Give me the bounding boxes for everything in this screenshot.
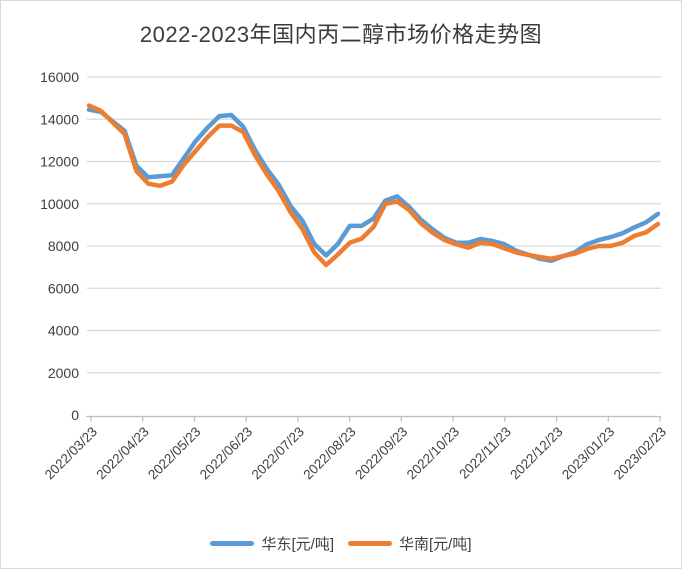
y-axis-tick-label: 8000 bbox=[48, 238, 79, 254]
x-axis-tick-label: 2022/11/23 bbox=[456, 424, 514, 482]
y-axis-tick-label: 2000 bbox=[48, 365, 79, 381]
series-line-south bbox=[86, 103, 661, 268]
x-axis-tick-label: 2022/08/23 bbox=[300, 424, 358, 482]
y-axis-tick-label: 4000 bbox=[48, 323, 79, 339]
legend-label-south: 华南[元/吨] bbox=[399, 536, 472, 553]
legend-line-south-icon bbox=[348, 541, 392, 546]
y-axis-tick-label: 12000 bbox=[40, 154, 79, 170]
y-axis-tick-label: 0 bbox=[71, 407, 79, 423]
legend-item-east: 华东[元/吨] bbox=[210, 533, 334, 554]
y-axis-tick-label: 6000 bbox=[48, 280, 79, 296]
y-axis-tick-label: 16000 bbox=[40, 69, 79, 85]
x-axis-tick-label: 2022/04/23 bbox=[93, 424, 151, 482]
chart-legend: 华东[元/吨] 华南[元/吨] bbox=[1, 533, 681, 554]
y-axis-tick-label: 14000 bbox=[40, 111, 79, 127]
legend-line-east-icon bbox=[210, 541, 255, 546]
x-axis-tick-label: 2023/01/23 bbox=[559, 424, 617, 482]
x-axis-tick-label: 2022/10/23 bbox=[404, 424, 462, 482]
legend-item-south: 华南[元/吨] bbox=[348, 533, 472, 554]
x-axis-tick-label: 2022/07/23 bbox=[249, 424, 307, 482]
x-axis-tick-label: 2022/12/23 bbox=[507, 424, 565, 482]
price-trend-chart: 0 2000 4000 6000 8000 10000 12000 14000 16000 202… bbox=[40, 69, 669, 482]
legend-label-east: 华东[元/吨] bbox=[261, 536, 334, 553]
x-axis-tick-label: 2022/05/23 bbox=[145, 424, 203, 482]
series-line-east bbox=[86, 107, 661, 264]
x-axis-tick-label: 2022/09/23 bbox=[352, 424, 410, 482]
y-axis-tick-label: 10000 bbox=[40, 196, 79, 212]
x-axis-tick-label: 2022/03/23 bbox=[42, 424, 100, 482]
x-axis-tick-label: 2022/06/23 bbox=[197, 424, 255, 482]
chart-title: 2022-2023年国内丙二醇市场价格走势图 bbox=[139, 22, 543, 47]
x-axis-tick-label: 2023/02/23 bbox=[611, 424, 669, 482]
